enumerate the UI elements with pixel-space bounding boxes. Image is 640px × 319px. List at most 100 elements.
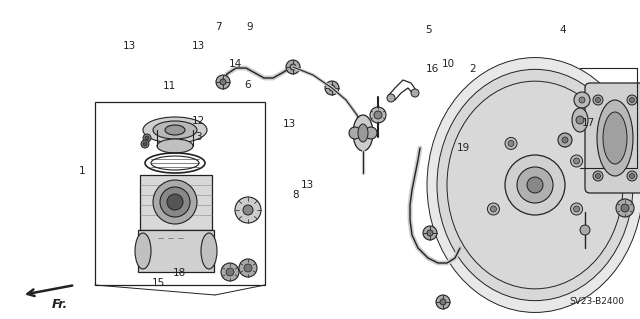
Ellipse shape bbox=[353, 115, 373, 151]
Circle shape bbox=[630, 98, 634, 102]
Ellipse shape bbox=[427, 57, 640, 312]
Text: 7: 7 bbox=[216, 22, 222, 32]
Circle shape bbox=[573, 206, 580, 212]
Ellipse shape bbox=[572, 108, 588, 132]
Ellipse shape bbox=[558, 133, 572, 147]
Ellipse shape bbox=[167, 194, 183, 210]
Ellipse shape bbox=[239, 259, 257, 277]
Ellipse shape bbox=[437, 69, 633, 300]
Circle shape bbox=[220, 79, 226, 85]
Ellipse shape bbox=[151, 156, 199, 170]
Ellipse shape bbox=[135, 233, 151, 269]
Ellipse shape bbox=[286, 60, 300, 74]
Ellipse shape bbox=[480, 120, 590, 250]
Text: 11: 11 bbox=[163, 81, 176, 91]
Ellipse shape bbox=[221, 263, 239, 281]
Ellipse shape bbox=[153, 180, 197, 224]
Ellipse shape bbox=[603, 112, 627, 164]
Circle shape bbox=[562, 137, 568, 143]
Circle shape bbox=[621, 204, 629, 212]
Circle shape bbox=[490, 206, 497, 212]
Circle shape bbox=[329, 85, 335, 91]
Circle shape bbox=[593, 171, 603, 181]
Text: SV23-B2400: SV23-B2400 bbox=[569, 297, 624, 306]
Ellipse shape bbox=[527, 177, 543, 193]
Text: 4: 4 bbox=[560, 25, 566, 35]
Ellipse shape bbox=[467, 105, 603, 265]
Circle shape bbox=[593, 95, 603, 105]
Circle shape bbox=[411, 89, 419, 97]
Circle shape bbox=[488, 203, 499, 215]
Ellipse shape bbox=[165, 125, 185, 135]
Ellipse shape bbox=[505, 155, 565, 215]
Ellipse shape bbox=[358, 124, 368, 142]
Text: 12: 12 bbox=[192, 116, 205, 126]
Circle shape bbox=[226, 268, 234, 276]
Text: 19: 19 bbox=[457, 143, 470, 153]
Text: 10: 10 bbox=[442, 59, 454, 69]
Ellipse shape bbox=[457, 93, 613, 277]
Text: 13: 13 bbox=[192, 41, 205, 51]
Circle shape bbox=[576, 116, 584, 124]
Circle shape bbox=[508, 140, 514, 146]
Text: 17: 17 bbox=[582, 118, 595, 128]
Ellipse shape bbox=[143, 117, 207, 143]
Ellipse shape bbox=[349, 127, 361, 139]
Text: 2: 2 bbox=[469, 63, 476, 74]
Bar bbox=[95, 102, 265, 285]
Ellipse shape bbox=[235, 197, 261, 223]
Circle shape bbox=[573, 158, 580, 164]
Circle shape bbox=[141, 140, 149, 148]
Text: 3: 3 bbox=[195, 132, 202, 142]
Ellipse shape bbox=[597, 100, 633, 176]
Text: 6: 6 bbox=[244, 79, 251, 90]
Ellipse shape bbox=[616, 199, 634, 217]
Ellipse shape bbox=[574, 92, 590, 108]
Ellipse shape bbox=[160, 187, 190, 217]
Circle shape bbox=[440, 299, 446, 305]
Ellipse shape bbox=[365, 127, 377, 139]
Circle shape bbox=[571, 203, 582, 215]
Text: 14: 14 bbox=[229, 59, 242, 69]
Ellipse shape bbox=[370, 107, 386, 123]
FancyBboxPatch shape bbox=[585, 83, 640, 193]
Circle shape bbox=[427, 230, 433, 236]
Text: 13: 13 bbox=[123, 41, 136, 51]
Ellipse shape bbox=[216, 75, 230, 89]
Ellipse shape bbox=[201, 233, 217, 269]
Circle shape bbox=[143, 142, 147, 146]
Circle shape bbox=[290, 64, 296, 70]
Ellipse shape bbox=[517, 167, 553, 203]
Circle shape bbox=[595, 174, 600, 179]
Text: 8: 8 bbox=[292, 189, 299, 200]
Text: 13: 13 bbox=[283, 119, 296, 130]
Circle shape bbox=[374, 111, 382, 119]
Circle shape bbox=[627, 171, 637, 181]
Text: 18: 18 bbox=[173, 268, 186, 278]
Text: 9: 9 bbox=[246, 22, 253, 32]
Circle shape bbox=[627, 95, 637, 105]
Ellipse shape bbox=[153, 121, 197, 139]
Circle shape bbox=[571, 155, 582, 167]
Ellipse shape bbox=[580, 225, 590, 235]
Text: 5: 5 bbox=[426, 25, 432, 35]
Ellipse shape bbox=[325, 81, 339, 95]
Circle shape bbox=[505, 137, 517, 149]
Text: 16: 16 bbox=[426, 63, 439, 74]
Circle shape bbox=[595, 98, 600, 102]
Ellipse shape bbox=[436, 295, 450, 309]
Circle shape bbox=[143, 134, 151, 142]
Text: 15: 15 bbox=[152, 278, 165, 288]
Text: 13: 13 bbox=[301, 180, 314, 190]
Bar bbox=[140, 175, 212, 230]
Ellipse shape bbox=[423, 226, 437, 240]
Ellipse shape bbox=[157, 139, 193, 153]
Circle shape bbox=[145, 136, 149, 140]
Circle shape bbox=[243, 205, 253, 215]
Text: 1: 1 bbox=[79, 166, 85, 176]
Ellipse shape bbox=[447, 81, 623, 289]
Circle shape bbox=[387, 94, 395, 102]
Circle shape bbox=[579, 97, 585, 103]
Circle shape bbox=[244, 264, 252, 272]
Text: Fr.: Fr. bbox=[52, 299, 68, 311]
